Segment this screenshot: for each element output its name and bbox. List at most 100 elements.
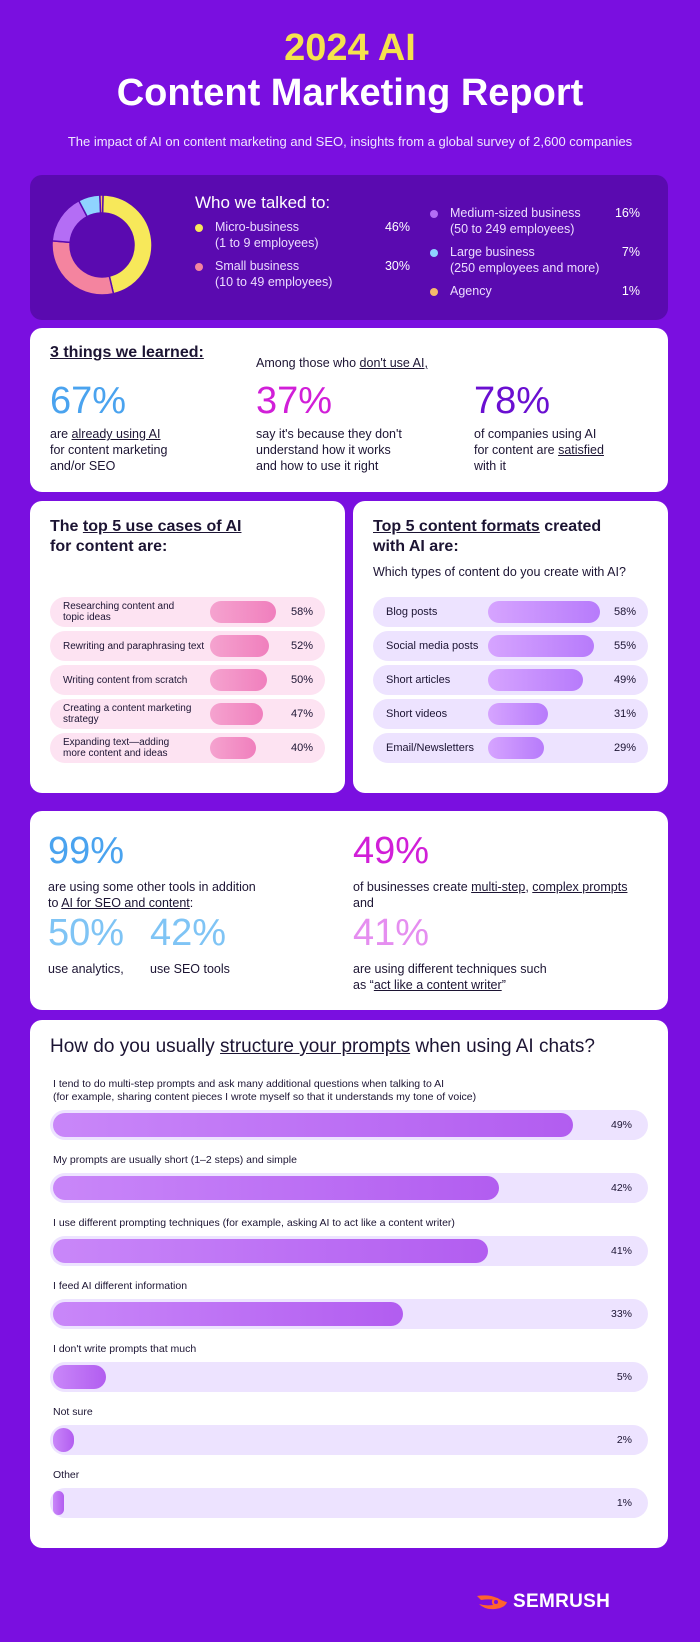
learned-stat-37: 37% say it's because they don't understa… [256, 378, 446, 474]
prompt-answer-bar [53, 1428, 75, 1452]
who-pct: 7% [621, 245, 640, 259]
stat-42-desc: use SEO tools [150, 962, 230, 976]
format-row: Social media posts 55% [373, 631, 648, 661]
prompt-answer-bar [53, 1176, 499, 1200]
use-cases-title: The top 5 use cases of AI for content are… [50, 518, 242, 555]
prompt-answer-label: I use different prompting techniques (fo… [53, 1217, 455, 1229]
learned-stat-67: 67% are already using AI for content mar… [50, 378, 240, 474]
prompt-answer-pct: 42% [610, 1182, 632, 1194]
prompt-answer-track: 49% [50, 1110, 648, 1140]
prompt-answer-pct: 1% [616, 1497, 632, 1509]
format-label: Short videos [386, 707, 448, 720]
use-case-bar [210, 601, 276, 623]
use-case-bar [210, 703, 264, 725]
micro-dot [195, 224, 203, 232]
use-case-pct: 52% [290, 640, 313, 652]
use-case-label: Rewriting and paraphrasing text [63, 640, 205, 652]
format-pct: 31% [613, 708, 636, 720]
small-dot [195, 263, 203, 271]
prompt-answer-pct: 41% [610, 1245, 632, 1257]
format-bar [488, 601, 600, 623]
who-label: Large business [450, 245, 535, 259]
use-case-label: Creating a content marketing strategy [63, 703, 192, 725]
prompt-answer-pct: 33% [610, 1308, 632, 1320]
who-label-sub: (1 to 9 employees) [215, 236, 319, 250]
prompt-answer-track: 33% [50, 1299, 648, 1329]
medium-dot [430, 210, 438, 218]
report-subtitle: The impact of AI on content marketing an… [67, 134, 633, 149]
prompt-answer-track: 2% [50, 1425, 648, 1455]
prompt-answer-label: My prompts are usually short (1–2 steps)… [53, 1154, 297, 1166]
prompt-answer-bar [53, 1239, 489, 1263]
who-pct: 46% [384, 220, 410, 234]
format-bar [488, 635, 595, 657]
format-bar [488, 669, 583, 691]
stat-42: 42% [150, 912, 227, 954]
prompt-answer: I tend to do multi-step prompts and ask … [50, 1078, 648, 1142]
format-row: Blog posts 58% [373, 597, 648, 627]
use-case-pct: 50% [290, 674, 313, 686]
format-row: Short videos 31% [373, 699, 648, 729]
stat-49-desc: of businesses create multi-step, complex… [353, 880, 628, 910]
who-label: Small business [215, 259, 300, 273]
use-case-row: Expanding text—adding more content and i… [50, 733, 325, 763]
learned-pre-text: Among those who don't use AI, [256, 356, 428, 370]
brand-name: SEMRUSH [513, 1591, 611, 1612]
stat-big: 67% [50, 380, 127, 422]
donut-slice-0 [101, 194, 153, 295]
who-pct: 30% [384, 259, 410, 273]
donut-slice-4 [99, 194, 104, 214]
prompt-answer: I feed AI different information 33% [50, 1280, 648, 1330]
stat-99: 99% [48, 830, 125, 872]
use-case-row: Rewriting and paraphrasing text 52% [50, 631, 325, 661]
format-row: Short articles 49% [373, 665, 648, 695]
who-heading: Who we talked to: [195, 193, 331, 212]
prompt-answer-track: 41% [50, 1236, 648, 1266]
report-main-title: Content Marketing Report [116, 72, 584, 114]
semrush-logo: SEMRUSH [475, 1590, 610, 1614]
prompt-answer: I don't write prompts that much 5% [50, 1343, 648, 1393]
who-label: Medium-sized business [450, 206, 581, 220]
format-bar [488, 703, 548, 725]
format-pct: 55% [613, 640, 636, 652]
prompt-answer-pct: 2% [616, 1434, 632, 1446]
who-label: Agency [450, 284, 492, 298]
use-case-bar [210, 669, 267, 691]
prompt-structure-card: How do you usually structure your prompt… [30, 1020, 668, 1548]
stat-desc: are already using AI for content marketi… [50, 427, 168, 473]
prompt-answer-pct: 49% [610, 1119, 632, 1131]
format-label: Blog posts [386, 605, 438, 618]
stat-50: 50% [48, 912, 125, 954]
learned-stat-78: 78% of companies using AI for content ar… [474, 378, 664, 474]
stat-99-desc: are using some other tools in addition t… [48, 880, 256, 910]
agency-dot [430, 288, 438, 296]
prompt-answer: I use different prompting techniques (fo… [50, 1217, 648, 1267]
prompt-answer-bar [53, 1302, 404, 1326]
format-pct: 58% [613, 606, 636, 618]
content-formats-card: Top 5 content formats created with AI are… [353, 501, 668, 793]
content-formats-question: Which types of content do you create wit… [373, 565, 626, 579]
stat-41-desc: are using different techniques such as “… [353, 962, 547, 992]
prompt-answer-track: 42% [50, 1173, 648, 1203]
prompt-answer-bar [53, 1113, 573, 1137]
use-case-row: Writing content from scratch 50% [50, 665, 325, 695]
format-label: Email/Newsletters [386, 741, 475, 754]
who-item-small: Small business (10 to 49 employees) 30% [195, 258, 415, 292]
who-we-talked-to-card: Who we talked to: Micro-business (1 to 9 … [30, 175, 668, 320]
prompt-answer: My prompts are usually short (1–2 steps)… [50, 1154, 648, 1204]
use-case-pct: 47% [290, 708, 313, 720]
report-header: 2024 AI Content Marketing Report The imp… [0, 26, 700, 149]
who-item-large: Large business (250 employees and more) 7… [430, 244, 650, 278]
prompt-answer: Other 1% [50, 1469, 648, 1519]
prompt-answer-label: Other [53, 1469, 80, 1481]
who-label-sub: (10 to 49 employees) [215, 275, 333, 289]
stat-50-desc: use analytics, [48, 962, 124, 976]
format-bar [488, 737, 544, 759]
prompt-answer-track: 5% [50, 1362, 648, 1392]
prompt-answer-label: I tend to do multi-step prompts and ask … [53, 1078, 477, 1103]
who-item-medium: Medium-sized business (50 to 249 employee… [430, 205, 650, 239]
prompt-answer-bar [53, 1491, 64, 1515]
use-case-bar [210, 737, 256, 759]
semrush-flame-icon [477, 1595, 507, 1610]
prompt-answer: Not sure 2% [50, 1406, 648, 1456]
